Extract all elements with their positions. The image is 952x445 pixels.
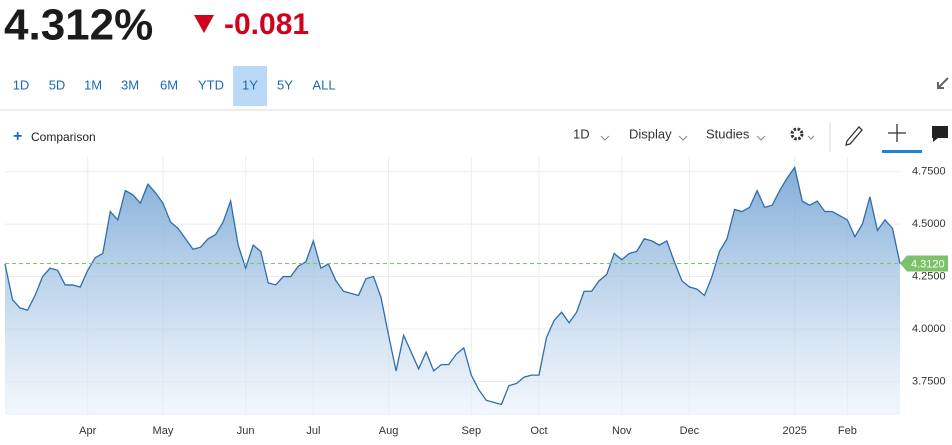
down-arrow bbox=[194, 15, 214, 33]
range-button[interactable]: 6M bbox=[160, 77, 178, 92]
draw-icon[interactable] bbox=[845, 126, 863, 146]
range-button[interactable]: 1D bbox=[13, 77, 30, 92]
x-tick-label: Aug bbox=[379, 425, 399, 437]
active-tab bbox=[882, 150, 922, 153]
x-tick-label: Dec bbox=[680, 425, 700, 437]
value-tag-label: 4.3120 bbox=[911, 258, 945, 270]
plus-icon[interactable]: + bbox=[13, 128, 22, 145]
x-tick-label: Apr bbox=[79, 425, 96, 437]
value-tag bbox=[900, 255, 948, 272]
chevron bbox=[807, 135, 815, 140]
range-button[interactable]: 5Y bbox=[277, 77, 293, 92]
range-button[interactable]: 1M bbox=[84, 77, 102, 92]
y-tick-label: 4.2500 bbox=[912, 270, 946, 282]
x-tick-label: May bbox=[153, 425, 174, 437]
range-selected bbox=[233, 66, 267, 106]
area-fill bbox=[5, 167, 900, 415]
y-tick-label: 3.7500 bbox=[912, 375, 946, 387]
crosshair-icon[interactable] bbox=[888, 124, 906, 142]
settings-icon[interactable] bbox=[790, 127, 804, 141]
chart: 3.7500 4.0000 4.2500 4.5000 4.7500 Apr May Jun J… bbox=[4, 157, 948, 437]
x-tick-label: Oct bbox=[530, 425, 547, 437]
range-button[interactable]: 3M bbox=[121, 77, 139, 92]
y-tick-label: 4.7500 bbox=[912, 166, 946, 178]
x-tick-label: 2025 bbox=[782, 425, 806, 437]
chevron bbox=[600, 135, 610, 141]
range-button[interactable]: YTD bbox=[198, 77, 224, 92]
studies-button[interactable]: Studies bbox=[706, 126, 750, 141]
comparison-button[interactable]: Comparison bbox=[31, 130, 96, 144]
range-bar: 1D 5D 1M 3M 6M YTD 1Y 5Y ALL bbox=[13, 66, 336, 106]
price: 4.312% bbox=[4, 1, 153, 50]
x-tick-label: Feb bbox=[838, 425, 857, 437]
chevron bbox=[756, 135, 766, 141]
price-line bbox=[4, 165, 901, 406]
x-tick-label: Sep bbox=[462, 425, 482, 437]
change: -0.081 bbox=[224, 8, 309, 41]
interval-button[interactable]: 1D bbox=[573, 126, 590, 141]
comment-icon[interactable] bbox=[932, 126, 948, 142]
range-button[interactable]: 5D bbox=[49, 77, 66, 92]
range-button[interactable]: ALL bbox=[312, 77, 335, 92]
y-tick-label: 4.0000 bbox=[912, 323, 946, 335]
display-button[interactable]: Display bbox=[629, 126, 672, 141]
x-tick-label: Jul bbox=[306, 425, 320, 437]
x-tick-label: Jun bbox=[237, 425, 255, 437]
x-tick-label: Nov bbox=[612, 425, 632, 437]
collapse-icon[interactable] bbox=[937, 77, 949, 89]
y-tick-label: 4.5000 bbox=[912, 218, 946, 230]
range-button[interactable]: 1Y bbox=[242, 77, 258, 92]
chevron bbox=[678, 135, 688, 141]
